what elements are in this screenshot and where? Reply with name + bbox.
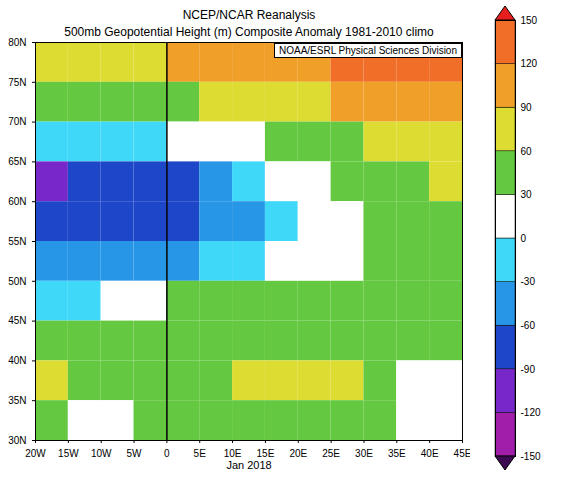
- svg-text:5W: 5W: [127, 448, 143, 459]
- svg-text:35N: 35N: [8, 395, 26, 406]
- svg-text:20E: 20E: [289, 448, 307, 459]
- svg-text:NCEP/NCAR Reanalysis: NCEP/NCAR Reanalysis: [183, 8, 316, 22]
- svg-text:Jan 2018: Jan 2018: [226, 459, 271, 471]
- svg-text:60: 60: [521, 146, 533, 157]
- svg-text:65N: 65N: [8, 156, 26, 167]
- svg-text:25E: 25E: [322, 448, 340, 459]
- svg-text:30N: 30N: [8, 435, 26, 446]
- svg-text:500mb Geopotential Height (m): 500mb Geopotential Height (m) Composite …: [64, 25, 434, 39]
- svg-text:0: 0: [521, 233, 527, 244]
- svg-text:80N: 80N: [8, 37, 26, 48]
- svg-text:-30: -30: [521, 276, 536, 287]
- svg-text:30E: 30E: [355, 448, 373, 459]
- svg-text:55N: 55N: [8, 236, 26, 247]
- svg-text:45E: 45E: [454, 448, 470, 459]
- svg-text:20W: 20W: [25, 448, 46, 459]
- svg-text:10W: 10W: [91, 448, 112, 459]
- svg-text:35E: 35E: [388, 448, 406, 459]
- svg-text:120: 120: [521, 58, 538, 69]
- svg-text:-120: -120: [521, 407, 541, 418]
- svg-text:30: 30: [521, 189, 533, 200]
- svg-text:0: 0: [164, 448, 170, 459]
- html-text:NOAA/ESRL Physical Sciences Di: NOAA/ESRL Physical Sciences Division: [279, 45, 457, 56]
- svg-text:150: 150: [521, 15, 538, 26]
- svg-text:5E: 5E: [194, 448, 207, 459]
- svg-text:40N: 40N: [8, 355, 26, 366]
- svg-text:15W: 15W: [58, 448, 79, 459]
- svg-text:-60: -60: [521, 320, 536, 331]
- svg-text:-150: -150: [521, 451, 541, 462]
- svg-text:45N: 45N: [8, 315, 26, 326]
- svg-text:-90: -90: [521, 364, 536, 375]
- svg-text:90: 90: [521, 102, 533, 113]
- svg-text:60N: 60N: [8, 196, 26, 207]
- svg-text:50N: 50N: [8, 276, 26, 287]
- svg-text:10E: 10E: [224, 448, 242, 459]
- svg-text:70N: 70N: [8, 116, 26, 127]
- svg-text:40E: 40E: [421, 448, 439, 459]
- svg-text:15E: 15E: [257, 448, 275, 459]
- svg-text:75N: 75N: [8, 77, 26, 88]
